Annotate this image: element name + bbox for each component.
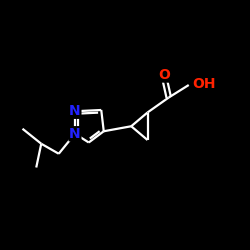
Text: O: O [158, 68, 170, 82]
Text: N: N [69, 104, 81, 118]
Text: N: N [69, 127, 81, 141]
Text: OH: OH [192, 77, 216, 91]
